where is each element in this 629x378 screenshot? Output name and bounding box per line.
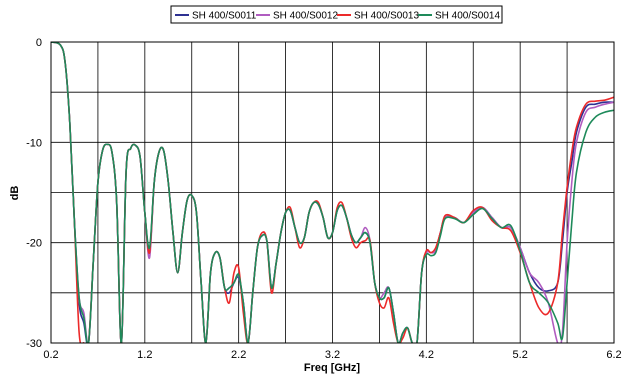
gridlines <box>51 42 614 343</box>
legend-entry: SH 400/S0011 <box>175 11 257 22</box>
legend-label: SH 400/S0014 <box>435 11 500 22</box>
plot-area <box>50 41 615 344</box>
legend-label: SH 400/S0012 <box>273 11 338 22</box>
legend-box <box>170 5 503 24</box>
x-tick-label: 6.2 <box>606 349 621 361</box>
legend: SH 400/S0011 SH 400/S0012 SH 400/S0013 SH 4… <box>170 5 503 24</box>
x-tick-label: 5.2 <box>513 349 528 361</box>
legend-entry: SH 400/S0012 <box>256 11 338 22</box>
legend-label: SH 400/S0011 <box>192 11 257 22</box>
x-axis-title: Freq [GHz] <box>304 362 361 374</box>
y-tick-label: -30 <box>26 338 42 350</box>
plot-border <box>50 41 615 344</box>
x-tick-label: 0.2 <box>43 349 58 361</box>
y-tick-label: 0 <box>36 37 42 49</box>
x-tick-label: 2.2 <box>231 349 246 361</box>
x-tick-label: 4.2 <box>419 349 434 361</box>
legend-entry: SH 400/S0014 <box>418 11 500 22</box>
legend-label: SH 400/S0013 <box>354 11 419 22</box>
series-group <box>51 42 614 343</box>
x-tick-label: 1.2 <box>137 349 152 361</box>
series-line-4 <box>51 42 614 343</box>
y-axis-ticks: 0 -10 -20 -30 <box>26 37 42 350</box>
x-tick-label: 3.2 <box>325 349 340 361</box>
legend-entry: SH 400/S0013 <box>337 11 419 22</box>
y-tick-label: -20 <box>26 238 42 250</box>
y-axis-title: dB <box>9 186 21 201</box>
x-axis-ticks: 0.2 1.2 2.2 3.2 4.2 5.2 6.2 <box>43 349 621 361</box>
y-tick-label: -10 <box>26 137 42 149</box>
